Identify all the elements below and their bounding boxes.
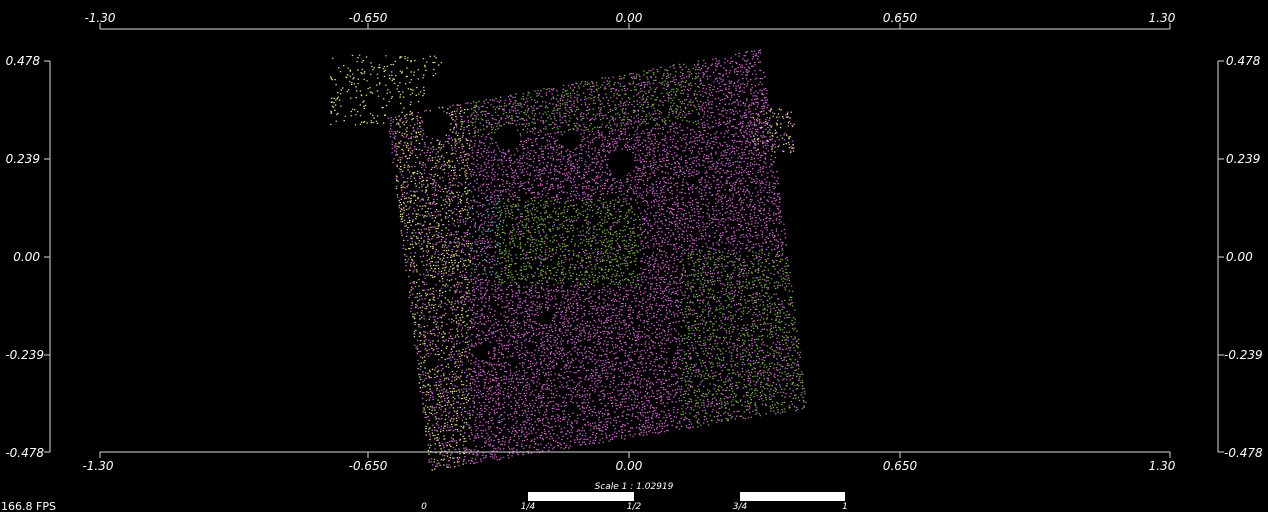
scale-segment: [740, 492, 845, 501]
x-top-tick-label: 1.30: [1149, 11, 1176, 25]
y-right-tick-label: 0.478: [1226, 54, 1261, 68]
points-magenta: [387, 49, 805, 468]
x-bottom-tick-label: 1.30: [1149, 459, 1176, 473]
x-bottom-tick-label: 0.00: [616, 459, 643, 473]
x-top-tick-label: 0.650: [883, 11, 918, 25]
y-left-tick-label: -0.478: [5, 446, 44, 460]
x-axis-top: -1.30 -0.650 0.00 0.650 1.30: [84, 11, 1176, 30]
x-bottom-tick-label: -0.650: [349, 459, 388, 473]
point-cloud[interactable]: [330, 49, 807, 471]
fps-counter: 166.8 FPS: [1, 500, 56, 512]
y-left-tick-label: 0.00: [13, 250, 40, 264]
scale-tick-label: 1/2: [627, 502, 642, 512]
x-bottom-tick-label: 0.650: [883, 459, 918, 473]
y-right-tick-label: -0.239: [1224, 348, 1263, 362]
y-left-tick-label: 0.478: [6, 54, 41, 68]
scale-label: Scale 1 : 1.02919: [595, 482, 674, 492]
y-left-tick-label: -0.239: [5, 348, 44, 362]
x-top-tick-label: -1.30: [84, 11, 115, 25]
x-axis-bottom: -1.30 -0.650 0.00 0.650 1.30: [82, 451, 1176, 473]
points-yellow: [330, 54, 795, 471]
scale-bar: Scale 1 : 1.02919 0 1/4 1/2 3/4 1: [421, 482, 848, 512]
y-left-tick-label: 0.239: [6, 152, 40, 166]
y-axis-right: 0.478 0.239 0.00 -0.239 -0.478: [1217, 54, 1263, 460]
y-right-tick-label: 0.00: [1226, 250, 1253, 264]
scale-tick-label: 1: [842, 502, 848, 512]
scale-tick-label: 0: [421, 502, 427, 512]
scale-tick-label: 1/4: [521, 502, 536, 512]
points-green: [471, 63, 807, 428]
y-right-tick-label: 0.239: [1226, 152, 1260, 166]
scale-tick-label: 3/4: [733, 502, 748, 512]
x-bottom-tick-label: -1.30: [82, 459, 113, 473]
scale-segment: [528, 492, 634, 501]
y-right-tick-label: -0.478: [1224, 446, 1263, 460]
x-top-tick-label: 0.00: [616, 11, 643, 25]
points-cyan: [466, 195, 502, 280]
x-top-tick-label: -0.650: [349, 11, 388, 25]
y-axis-left: 0.478 0.239 0.00 -0.239 -0.478: [5, 54, 51, 460]
